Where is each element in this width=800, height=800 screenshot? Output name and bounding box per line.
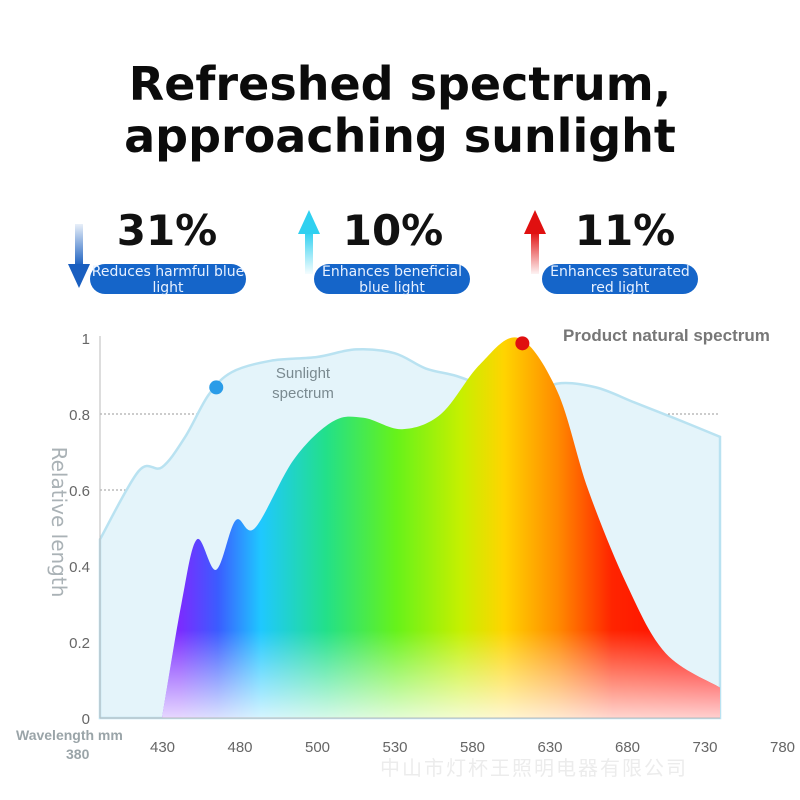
series-label-line: spectrum [272, 385, 334, 402]
axes: 0 0.2 0.4 0.6 0.8 1 430 480 500 530 580 630 680 730 78… [69, 331, 795, 756]
x-tick-label: 730 [692, 739, 717, 756]
x-tick-label: 580 [460, 739, 485, 756]
y-tick-label: 0.2 [69, 635, 90, 652]
x-tick-label: 630 [537, 739, 562, 756]
arrow-up-icon [298, 210, 320, 274]
stat-label: Reduces harmful blue light [91, 264, 245, 296]
y-tick-label: 0.4 [69, 559, 90, 576]
page-title: Refreshed spectrum, approaching sunlight [0, 58, 800, 162]
x-tick-label: 500 [305, 739, 330, 756]
title-line-2: approaching sunlight [124, 109, 676, 163]
watermark-text: 中山市灯杯王照明电器有限公司 [380, 756, 688, 780]
stat-label-pill: Reduces harmful blue light [90, 264, 246, 296]
x-start-label: 380 [66, 746, 90, 762]
stat-label-pill: Enhances saturated red light [542, 264, 698, 296]
x-tick-label: 480 [227, 739, 252, 756]
series-label-sunlight: Sunlight spectrum [272, 365, 334, 402]
sunlight-marker [209, 380, 224, 395]
stat-reduces-blue: 31% Reduces harmful blue light [68, 200, 308, 310]
title-line-1: Refreshed spectrum, [128, 57, 672, 111]
y-axis-label: Relative length [47, 447, 71, 598]
x-tick-label: 430 [150, 739, 175, 756]
x-tick-label: 680 [615, 739, 640, 756]
stat-label-pill: Enhances beneficial blue light [314, 264, 470, 296]
arrow-up-icon [524, 210, 546, 274]
y-tick-label: 0.6 [69, 483, 90, 500]
stat-label: Enhances beneficial blue light [322, 264, 462, 296]
stat-enhances-blue: 10% Enhances beneficial blue light [298, 200, 538, 310]
stat-label: Enhances saturated red light [550, 264, 690, 296]
y-tick-label: 0.8 [69, 407, 90, 424]
series-label-product: Product natural spectrum [563, 326, 770, 345]
stat-value: 31% [116, 206, 218, 255]
y-tick-label: 0 [82, 711, 90, 728]
x-tick-label: 530 [382, 739, 407, 756]
series-label-line: Sunlight [276, 365, 331, 382]
x-axis-label: Wavelength mm [16, 727, 123, 743]
x-tick-label: 780 [770, 739, 795, 756]
stat-value: 10% [342, 206, 444, 255]
stat-enhances-red: 11% Enhances saturated red light [524, 200, 764, 310]
product-spectrum-fade [162, 620, 720, 718]
stat-value: 11% [574, 206, 676, 255]
y-tick-label: 1 [82, 331, 90, 348]
product-marker [515, 336, 530, 351]
arrow-down-icon [68, 224, 90, 288]
